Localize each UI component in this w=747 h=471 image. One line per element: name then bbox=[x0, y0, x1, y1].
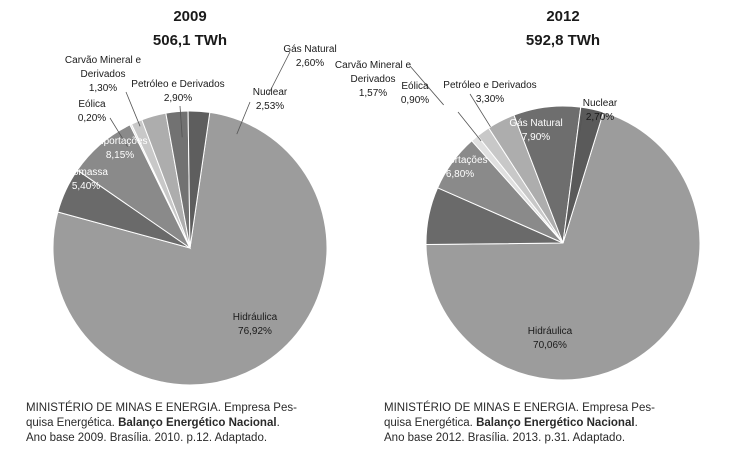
slice-label-carvao-mineral-e-derivados: Carvão Mineral e Derivados 1,57% bbox=[335, 60, 444, 106]
pie-slice-nuclear bbox=[187, 110, 211, 249]
source-line-2-text: quisa Energética. bbox=[26, 417, 119, 429]
leader-line bbox=[469, 93, 491, 127]
slice-label-importacoes: Importações 6,80% bbox=[432, 155, 487, 180]
slice-label-carvao-mineral-e-derivados: Carvão Mineral e Derivados 1,30% bbox=[65, 55, 142, 127]
leader-line bbox=[125, 91, 141, 127]
slice-label-petroleo-e-derivados: Petróleo e Derivados 3,30% bbox=[443, 80, 537, 127]
slice-name-label: Biomassa bbox=[391, 174, 435, 185]
slice-label-hidraulica: Hidráulica 76,92% bbox=[233, 312, 278, 337]
slice-label-gas-natural: Gás Natural 2,60% bbox=[267, 44, 337, 96]
slice-value-label: 8,15% bbox=[106, 150, 134, 161]
source-citation-2009: MINISTÉRIO DE MINAS E ENERGIA. Empresa P… bbox=[26, 401, 344, 446]
leader-line bbox=[109, 117, 128, 147]
slice-label-hidraulica: Hidráulica 70,06% bbox=[528, 326, 573, 351]
source-line-2: quisa Energética. Balanço Energético Nac… bbox=[384, 416, 714, 431]
slice-value-label: 7,90% bbox=[522, 132, 550, 143]
slice-name-label: Importações bbox=[92, 136, 147, 147]
slice-name-label: Hidráulica bbox=[233, 312, 278, 323]
chart-total-title: 592,8 TWh bbox=[526, 32, 600, 49]
slice-name-label: Petróleo e Derivados bbox=[443, 80, 536, 91]
slice-label-nuclear: Nuclear 2,53% bbox=[236, 87, 288, 135]
source-title: Balanço Energético Nacional bbox=[476, 417, 635, 429]
slice-name-label: Biomassa bbox=[64, 167, 108, 178]
leader-line bbox=[457, 111, 482, 142]
slice-value-label: 70,06% bbox=[533, 340, 567, 351]
source-line-3: Ano base 2009. Brasília. 2010. p.12. Ada… bbox=[26, 432, 268, 444]
slice-label-biomassa: Biomassa 6,77% bbox=[391, 174, 435, 199]
leader-line bbox=[409, 65, 444, 106]
slice-name-label: Derivados bbox=[350, 74, 395, 85]
leader-line bbox=[577, 116, 583, 145]
chart-total-title: 506,1 TWh bbox=[153, 32, 227, 49]
source-line-2-end: . bbox=[634, 417, 638, 429]
slice-name-label: Carvão Mineral e bbox=[65, 55, 142, 66]
pie-chart-2012: 2012 592,8 TWh Hidráulica 70,06% Nuclear 2,70… bbox=[335, 0, 730, 400]
slice-name-label: Carvão Mineral e bbox=[335, 60, 412, 71]
slice-value-label: 2,70% bbox=[586, 112, 614, 123]
slice-value-label: 6,80% bbox=[446, 169, 474, 180]
slice-name-label: Eólica bbox=[78, 99, 106, 110]
leader-line bbox=[267, 51, 291, 96]
source-citation-2012: MINISTÉRIO DE MINAS E ENERGIA. Empresa P… bbox=[384, 401, 714, 446]
slice-label-petroleo-e-derivados: Petróleo e Derivados 2,90% bbox=[131, 79, 225, 138]
slice-label-eolica: Eólica 0,20% bbox=[78, 99, 128, 147]
pie-slice-hidraulica bbox=[425, 111, 701, 381]
slice-name-label: Gás Natural bbox=[283, 44, 336, 55]
source-line-3: Ano base 2012. Brasília. 2013. p.31. Ada… bbox=[384, 432, 626, 444]
pie-slice-nuclear bbox=[562, 106, 605, 244]
pie-slice-hidraulica bbox=[52, 111, 328, 386]
slice-label-gas-natural: Gás Natural 7,90% bbox=[509, 118, 562, 143]
slice-value-label: 2,53% bbox=[256, 101, 284, 112]
source-title: Balanço Energético Nacional bbox=[118, 417, 277, 429]
slice-name-label: Petróleo e Derivados bbox=[131, 79, 224, 90]
source-line-1: MINISTÉRIO DE MINAS E ENERGIA. Empresa P… bbox=[26, 402, 297, 414]
slice-name-label: Gás Natural bbox=[509, 118, 562, 129]
pie-chart-2009: 2009 506,1 TWh Hidráulica 76,92% Nuclear 2,53… bbox=[10, 0, 370, 400]
source-line-2-end: . bbox=[276, 417, 280, 429]
slice-name-label: Importações bbox=[432, 155, 487, 166]
leader-line bbox=[236, 101, 251, 135]
source-line-1: MINISTÉRIO DE MINAS E ENERGIA. Empresa P… bbox=[384, 402, 655, 414]
slice-value-label: 76,92% bbox=[238, 326, 272, 337]
slice-name-label: Nuclear bbox=[583, 98, 618, 109]
slice-value-label: 1,30% bbox=[89, 83, 117, 94]
slice-name-label: Eólica bbox=[401, 81, 429, 92]
slice-name-label: Nuclear bbox=[253, 87, 288, 98]
source-line-2-text: quisa Energética. bbox=[384, 417, 477, 429]
chart-year-title: 2012 bbox=[546, 8, 579, 25]
leader-line bbox=[179, 105, 183, 138]
slice-value-label: 5,40% bbox=[72, 181, 100, 192]
slice-value-label: 2,60% bbox=[296, 58, 324, 69]
slice-value-label: 0,90% bbox=[401, 95, 429, 106]
slice-name-label: Derivados bbox=[80, 69, 125, 80]
slice-label-eolica: Eólica 0,90% bbox=[401, 81, 482, 142]
pie-chart-2012-svg: 2012 592,8 TWh Hidráulica 70,06% Nuclear 2,70… bbox=[335, 8, 701, 381]
slice-value-label: 3,30% bbox=[476, 94, 504, 105]
slice-value-label: 2,90% bbox=[164, 93, 192, 104]
slice-name-label: Hidráulica bbox=[528, 326, 573, 337]
pie-chart-2009-svg: 2009 506,1 TWh Hidráulica 76,92% Nuclear 2,53… bbox=[52, 8, 337, 386]
chart-year-title: 2009 bbox=[173, 8, 206, 25]
slice-label-biomassa: Biomassa 5,40% bbox=[64, 167, 108, 192]
slice-label-nuclear: Nuclear 2,70% bbox=[577, 98, 618, 145]
slice-value-label: 0,20% bbox=[78, 113, 106, 124]
slice-label-importacoes: Importações 8,15% bbox=[92, 136, 147, 161]
slice-value-label: 1,57% bbox=[359, 88, 387, 99]
slice-value-label: 6,77% bbox=[399, 188, 427, 199]
source-line-2: quisa Energética. Balanço Energético Nac… bbox=[26, 416, 344, 431]
